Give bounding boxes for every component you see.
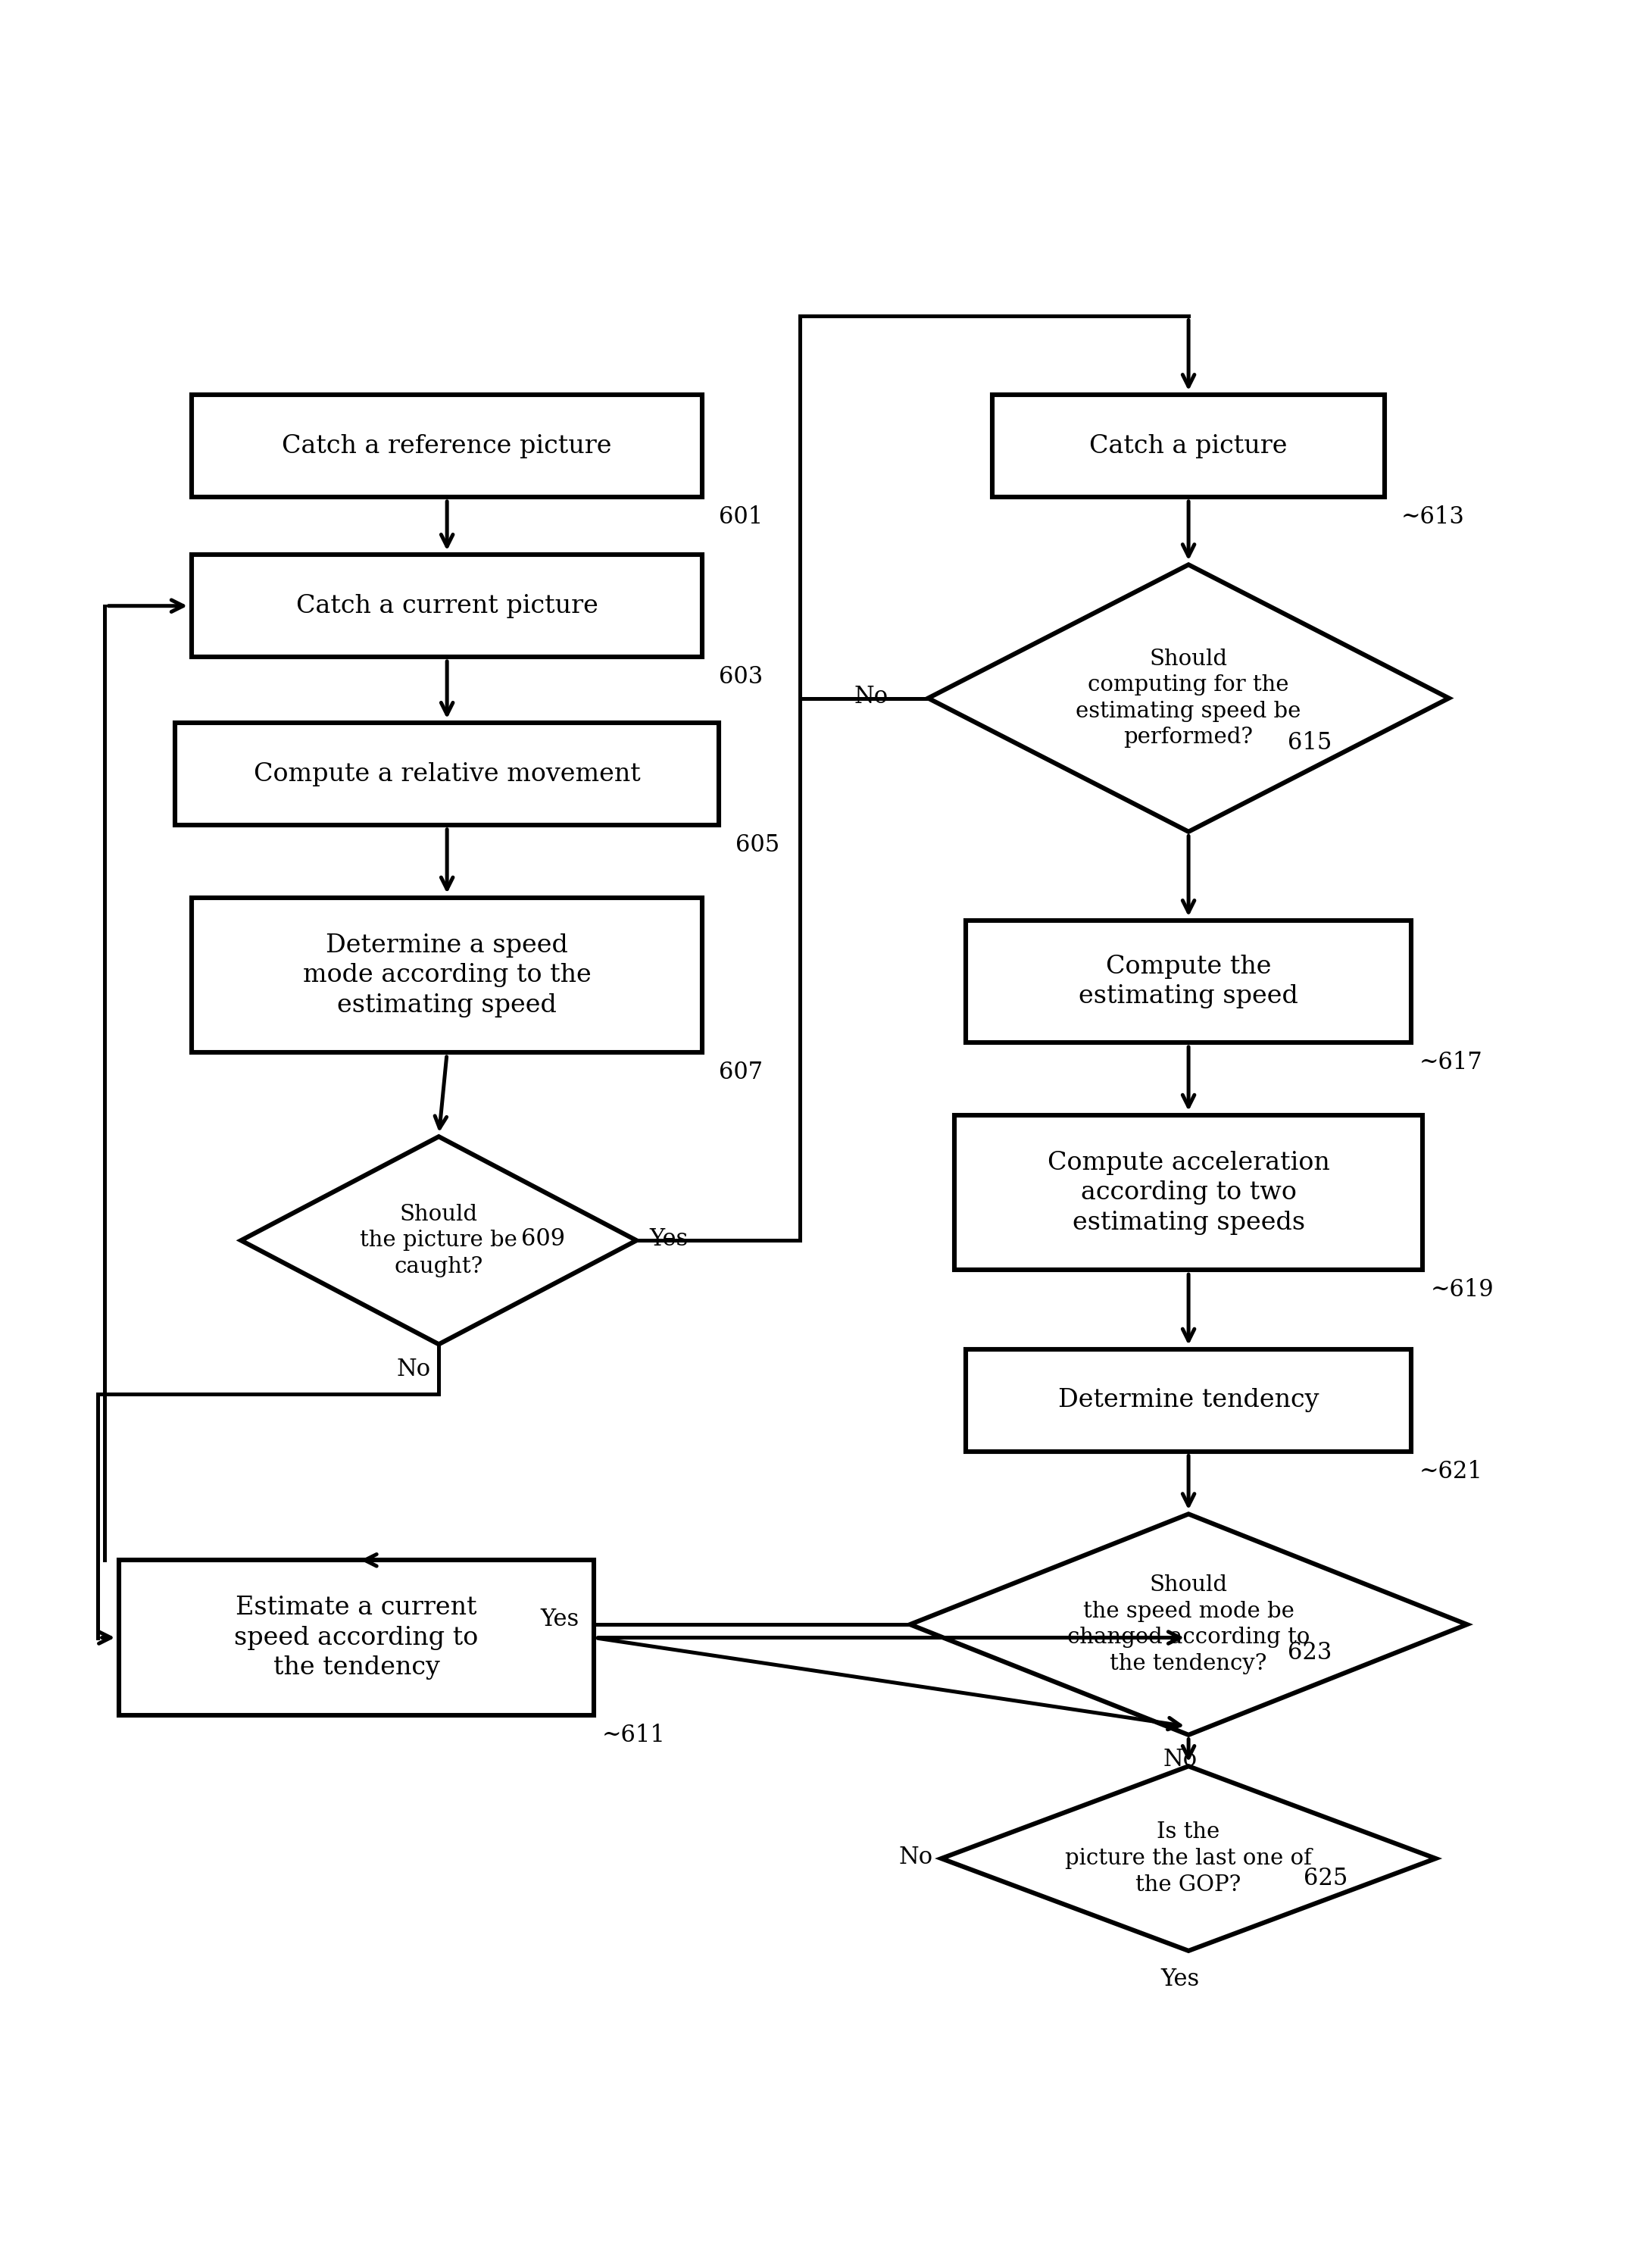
Text: 615: 615 [1287,732,1332,755]
Text: Determine a speed
mode according to the
estimating speed: Determine a speed mode according to the … [302,933,591,1017]
Bar [192,396,702,497]
Text: No: No [396,1358,431,1381]
Text: ~617: ~617 [1419,1051,1482,1074]
Text: Compute acceleration
according to two
estimating speeds: Compute acceleration according to two es… [1047,1150,1330,1234]
Text: ~621: ~621 [1419,1460,1483,1483]
Text: 607: 607 [719,1060,763,1085]
Text: ~619: ~619 [1431,1279,1493,1302]
Bar [192,897,702,1053]
Polygon shape [928,565,1449,832]
Text: Should
the picture be
caught?: Should the picture be caught? [360,1205,517,1277]
Text: 601: 601 [719,506,763,529]
Text: 605: 605 [735,834,780,857]
Text: Catch a current picture: Catch a current picture [296,594,598,617]
Text: Should
computing for the
estimating speed be
performed?: Should computing for the estimating spee… [1075,649,1302,748]
Bar [175,723,719,825]
Text: Should
the speed mode be
changed according to
the tendency?: Should the speed mode be changed accordi… [1067,1575,1310,1675]
Bar [993,396,1384,497]
Bar [955,1114,1422,1270]
Text: No: No [854,685,889,707]
Polygon shape [241,1137,636,1345]
Bar [966,1349,1411,1451]
Text: Estimate a current
speed according to
the tendency: Estimate a current speed according to th… [235,1596,479,1679]
Text: ~613: ~613 [1401,506,1465,529]
Text: 603: 603 [719,664,763,689]
Text: 623: 623 [1287,1641,1332,1663]
Text: Catch a picture: Catch a picture [1089,434,1287,459]
Text: Determine tendency: Determine tendency [1057,1388,1318,1412]
Text: No: No [899,1846,933,1869]
Text: Yes: Yes [1161,1966,1199,1991]
Text: 609: 609 [520,1227,565,1250]
Text: No: No [1163,1747,1198,1772]
Polygon shape [942,1767,1436,1950]
Text: Compute the
estimating speed: Compute the estimating speed [1079,954,1298,1008]
Text: Catch a reference picture: Catch a reference picture [282,434,611,459]
Bar [966,920,1411,1042]
Polygon shape [910,1514,1467,1736]
Text: 625: 625 [1303,1867,1348,1889]
Text: ~611: ~611 [601,1724,666,1747]
Text: Yes: Yes [649,1227,689,1250]
Bar [119,1559,593,1715]
Text: Is the
picture the last one of
the GOP?: Is the picture the last one of the GOP? [1066,1822,1312,1896]
Bar [192,554,702,658]
Text: Compute a relative movement: Compute a relative movement [253,762,641,786]
Text: Yes: Yes [540,1607,578,1632]
